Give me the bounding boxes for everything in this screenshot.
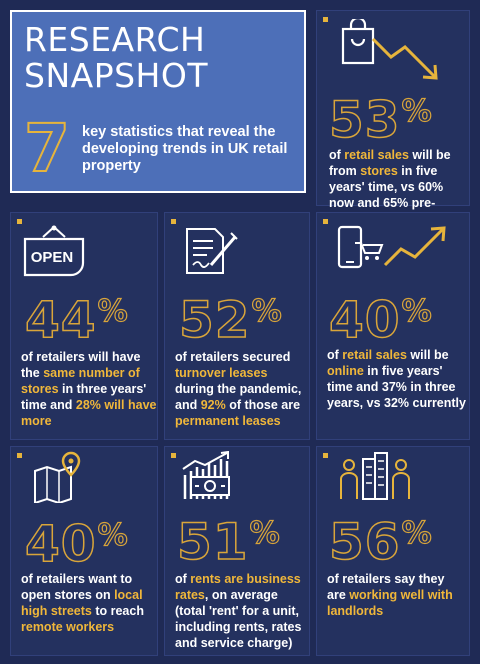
stat-value: 51% [176,507,281,571]
highlight-text: online [327,364,364,378]
description-text: of [329,148,345,162]
local-map-pin-icon [29,451,89,503]
highlight-text: 28% will have more [21,398,157,428]
stat-value: 53% [328,85,433,149]
corner-marker [171,453,176,458]
open-sign-text: OPEN [31,249,74,266]
stat-card-landlord-relations: 56% of retailers say they are working we… [316,446,470,656]
description-text: of retailers want to open stores on [21,572,133,602]
hero-panel: RESEARCH SNAPSHOT 7 key statistics that … [10,10,306,193]
description-text: of retailers secured [175,350,291,364]
highlight-text: remote workers [21,620,115,634]
stat-card-retail-stores: 53% of retail sales will be from stores … [316,10,470,226]
stat-value: 40% [328,285,433,349]
stat-description: of retailers say they are working well w… [327,571,461,619]
people-buildings-icon [337,451,417,503]
stat-value: 40% [24,509,129,573]
description-text: will be [406,348,449,362]
stat-description: of retailers will have the same number o… [21,349,159,429]
stat-unit: % [401,293,433,329]
stat-value: 56% [328,507,433,571]
highlight-text: permanent leases [175,414,281,428]
stat-card-business-rates: 51% of rents are business rates, on aver… [164,446,310,656]
highlight-text: same number of stores [21,366,140,396]
description-text: in five years' time and 37% in three yea… [327,364,466,410]
hero-title: RESEARCH SNAPSHOT [24,22,208,94]
corner-marker [323,17,328,22]
corner-marker [323,219,328,224]
corner-marker [17,453,22,458]
stat-unit: % [401,93,433,129]
stat-description: of retailers secured turnover leases dur… [175,349,309,429]
stat-number: 44 [24,291,97,349]
stat-card-online-sales: 40% of retail sales will be online in fi… [316,212,470,440]
description-text: to reach [91,604,144,618]
highlight-text: local high streets [21,588,143,618]
stat-unit: % [401,515,433,551]
highlight-text: stores [360,164,398,178]
description-text: of those are [225,398,301,412]
hero-title-line1: RESEARCH [24,20,206,59]
corner-marker [171,219,176,224]
stat-description: of retailers want to open stores on loca… [21,571,155,635]
stat-number: 40 [24,515,97,573]
stat-unit: % [97,293,129,329]
highlight-text: retail sales [344,148,409,162]
stat-unit: % [251,293,283,329]
stat-value: 52% [178,285,283,349]
hero-subtitle: key statistics that reveal the developin… [82,124,288,174]
description-text: will be from [329,148,451,178]
corner-marker [17,219,22,224]
mobile-shopping-up-trend-icon [335,219,459,281]
highlight-text: retail sales [342,348,407,362]
stat-description: of rents are business rates, on average … [175,571,305,651]
highlight-text: rents are business rates [175,572,301,602]
description-text: of retailers will have the [21,350,141,380]
description-text: , on average (total 'rent' for a unit, i… [175,588,302,650]
description-text: in three years' time and [21,382,147,412]
highlight-text: working well with landlords [327,588,453,618]
stat-value: 44% [24,285,129,349]
description-text: during the pandemic, and [175,382,302,412]
stat-card-local-high-streets: 40% of retailers want to open stores on … [10,446,158,656]
highlight-text: turnover leases [175,366,268,380]
shopping-bag-down-trend-icon [339,19,459,85]
highlight-text: 92% [200,398,226,412]
hero-title-line2: SNAPSHOT [24,56,209,95]
stat-description: of retail sales will be online in five y… [327,347,467,411]
stat-unit: % [249,515,281,551]
hero-count: 7 [23,110,71,187]
stat-card-store-numbers: OPEN 44% of retailers will have the same… [10,212,158,440]
money-bar-chart-icon [181,451,241,501]
description-text: of retailers say they are [327,572,445,602]
stat-number: 51 [176,513,249,571]
open-sign-icon: OPEN [21,225,87,279]
description-text: of [175,572,191,586]
stat-unit: % [97,517,129,553]
stat-number: 53 [328,91,401,149]
stat-card-turnover-leases: 52% of retailers secured turnover leases… [164,212,310,440]
stat-number: 52 [178,291,251,349]
stat-number: 40 [328,291,401,349]
corner-marker [323,453,328,458]
lease-document-signing-icon [181,223,241,279]
stat-number: 56 [328,513,401,571]
description-text: of [327,348,343,362]
